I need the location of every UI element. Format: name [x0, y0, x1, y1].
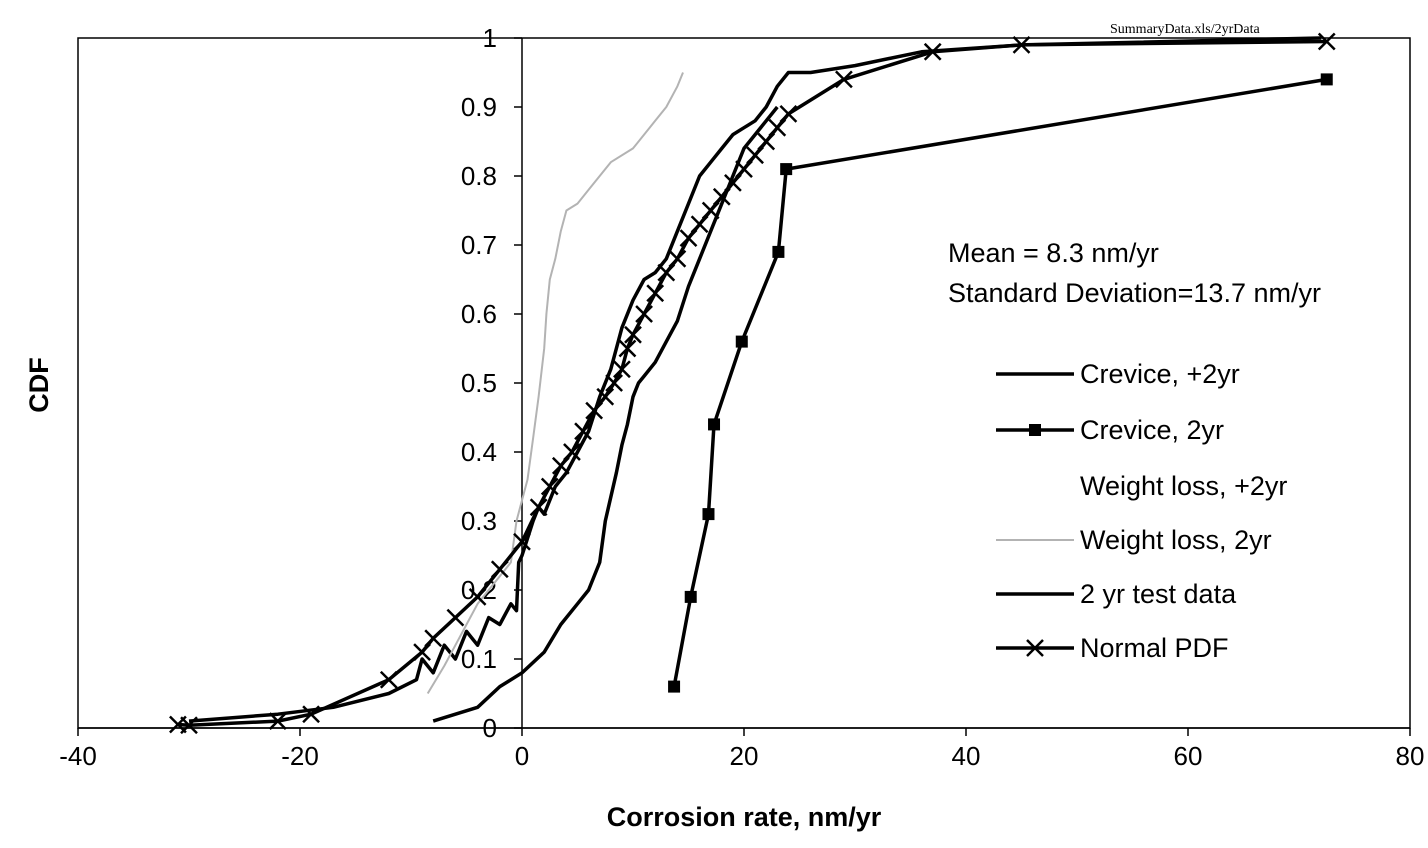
data-point: [779, 105, 798, 123]
data-point: [657, 263, 676, 282]
data-point: [668, 249, 687, 268]
series-crevice-2yr: [668, 73, 1333, 693]
y-tick-label: 0.5: [461, 368, 497, 398]
data-point: [835, 70, 853, 89]
data-point: [702, 508, 715, 521]
data-point: [690, 215, 709, 234]
data-point: [757, 132, 776, 151]
legend-item-2-yr-test-data: 2 yr test data: [996, 579, 1237, 609]
legend-item-normal-pdf: Normal PDF: [996, 633, 1229, 663]
data-point: [679, 229, 698, 247]
data-point: [646, 284, 665, 303]
data-point: [768, 118, 787, 137]
data-point: [563, 443, 581, 461]
data-point: [413, 643, 431, 661]
series-crevice-2yr: [188, 36, 1322, 723]
series-line: [188, 36, 1322, 723]
data-point: [1012, 36, 1031, 54]
x-tick-label: 40: [952, 741, 981, 771]
y-tick-label: 0.3: [461, 506, 497, 536]
data-point: [540, 477, 559, 496]
series-normal-pdf: [169, 32, 1336, 735]
data-point: [180, 716, 198, 735]
data-point: [923, 42, 942, 61]
data-point: [735, 160, 753, 178]
data-point: [585, 401, 604, 420]
axes-layer: -40 -20 0 20 40 60 8000.10.20.30.40.50.60.70.8…: [59, 23, 1424, 771]
data-point: [268, 712, 287, 730]
data-point: [618, 339, 637, 358]
data-point: [684, 590, 697, 603]
data-point: [446, 608, 465, 627]
x-tick-label: 0: [515, 741, 529, 771]
data-point: [1317, 32, 1336, 51]
data-point: [701, 201, 720, 220]
y-axis-title: CDF: [24, 357, 54, 413]
legend-label: 2 yr test data: [1080, 579, 1237, 609]
legend-item-weight-loss-2yr: Weight loss, 2yr: [996, 525, 1272, 555]
data-point: [424, 629, 443, 648]
data-point: [772, 245, 785, 258]
data-point: [596, 387, 615, 406]
data-point: [574, 422, 592, 441]
y-tick-label: 0: [483, 713, 497, 743]
data-point: [708, 418, 721, 431]
legend-marker: [1026, 639, 1044, 657]
data-point: [529, 498, 548, 517]
data-point: [468, 588, 487, 606]
legend-item-crevice-2yr: Crevice, +2yr: [996, 359, 1240, 389]
legend-item-crevice-2yr: Crevice, 2yr: [996, 415, 1224, 445]
y-tick-label: 0.1: [461, 644, 497, 674]
data-point: [302, 705, 320, 724]
data-point: [724, 174, 742, 192]
annotation-std: Standard Deviation=13.7 nm/yr: [948, 278, 1321, 308]
data-point: [605, 374, 624, 392]
source-label: SummaryData.xls/2yrData: [1110, 22, 1260, 37]
data-point: [613, 360, 631, 379]
data-point: [379, 670, 398, 689]
x-tick-label: 60: [1174, 741, 1203, 771]
y-tick-label: 0.4: [461, 437, 497, 467]
legend-label: Weight loss, +2yr: [1080, 471, 1287, 501]
data-point: [551, 456, 570, 475]
legend-item-weight-loss-2yr: Weight loss, +2yr: [996, 471, 1287, 501]
legend-label: Crevice, +2yr: [1080, 359, 1240, 389]
data-point: [635, 305, 653, 323]
legend-label: Weight loss, 2yr: [1080, 525, 1272, 555]
data-point: [490, 560, 509, 579]
legend-label: Crevice, 2yr: [1080, 415, 1224, 445]
data-point: [780, 163, 793, 176]
y-tick-label: 0.6: [461, 299, 497, 329]
x-tick-label: 20: [730, 741, 759, 771]
series-layer: [169, 32, 1336, 735]
x-tick-label: 80: [1396, 741, 1425, 771]
legend-marker: [1029, 424, 1041, 436]
data-point: [712, 187, 731, 206]
legend: Crevice, +2yr Crevice, 2yr Weight loss, +2…: [996, 359, 1287, 663]
legend-label: Normal PDF: [1080, 633, 1229, 663]
y-tick-label: 0.9: [461, 92, 497, 122]
data-point: [668, 680, 681, 693]
series-line: [672, 77, 1328, 687]
y-tick-label: 0.7: [461, 230, 497, 260]
y-tick-label: 1: [483, 23, 497, 53]
x-tick-label: -20: [281, 741, 319, 771]
data-point: [624, 325, 642, 344]
data-point: [1320, 73, 1333, 86]
x-axis-title: Corrosion rate, nm/yr: [607, 802, 882, 832]
data-point: [746, 146, 764, 165]
data-point: [513, 532, 531, 551]
y-tick-label: 0.8: [461, 161, 497, 191]
x-tick-label: -40: [59, 741, 97, 771]
data-point: [735, 335, 748, 348]
annotation-mean: Mean = 8.3 nm/yr: [948, 238, 1159, 268]
